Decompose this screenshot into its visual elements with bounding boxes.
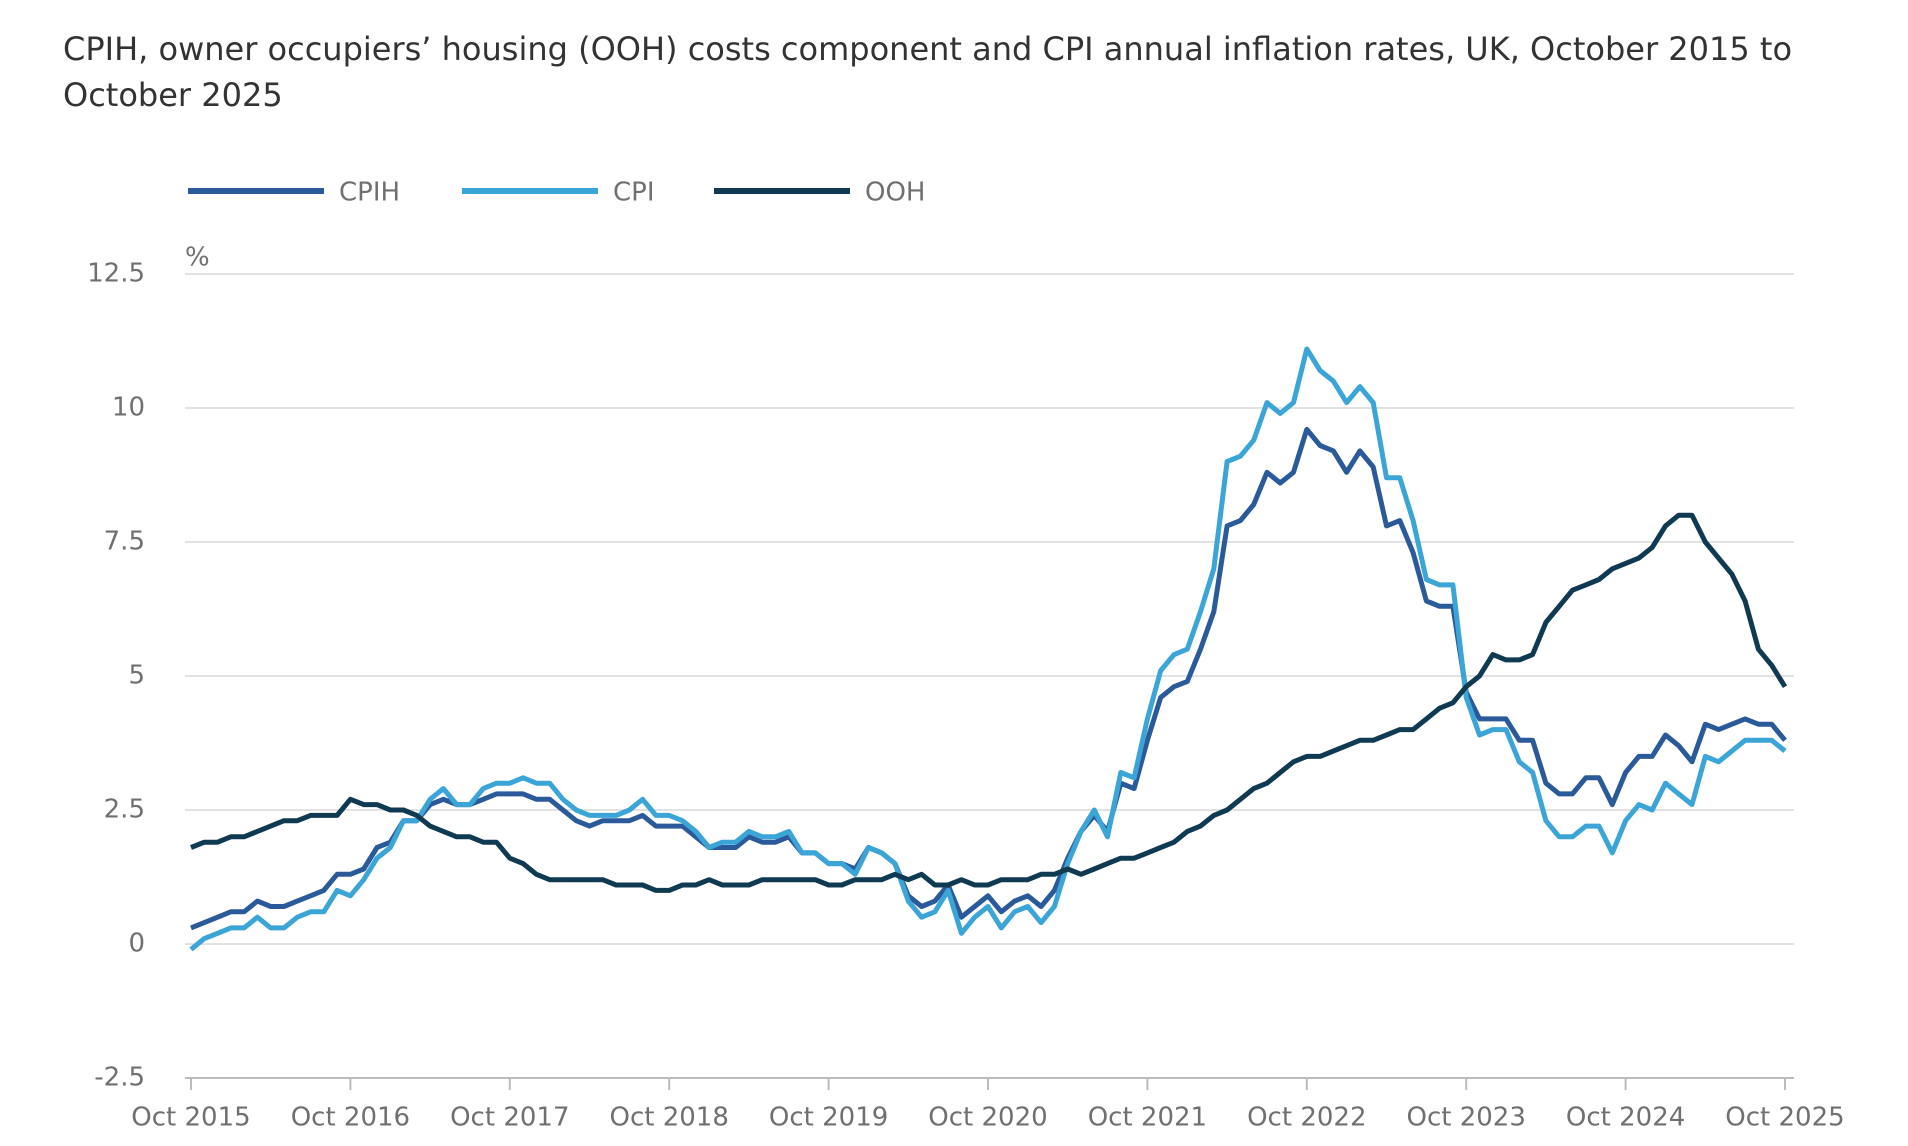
series-line [190,426,1787,931]
y-tick-label: -2.5 [94,1063,145,1093]
series-line [189,346,1787,952]
x-tick-label: Oct 2017 [450,1103,569,1133]
x-tick-label: Oct 2022 [1247,1103,1366,1133]
x-tick-label: Oct 2015 [131,1103,250,1133]
x-tick-label: Oct 2016 [291,1103,410,1133]
x-tick-label: Oct 2025 [1725,1103,1844,1133]
x-tick-label: Oct 2021 [1088,1103,1207,1133]
y-tick-label: 5 [128,661,145,691]
x-tick-label: Oct 2020 [928,1103,1047,1133]
x-tick-label: Oct 2018 [610,1103,729,1133]
chart-title: CPIH, owner occupiers’ housing (OOH) cos… [63,30,1793,114]
y-axis-label: % [185,243,210,273]
y-tick-label: 2.5 [104,795,145,825]
legend-label: CPI [613,178,655,208]
y-tick-label: 10 [112,393,145,423]
x-tick-label: Oct 2023 [1407,1103,1526,1133]
y-tick-label: 0 [128,929,145,959]
y-tick-label: 7.5 [104,527,145,557]
legend-label: OOH [865,178,925,208]
y-tick-label: 12.5 [87,259,145,289]
series-line [190,512,1788,893]
legend-label: CPIH [339,178,400,208]
x-tick-label: Oct 2024 [1566,1103,1685,1133]
x-tick-label: Oct 2019 [769,1103,888,1133]
